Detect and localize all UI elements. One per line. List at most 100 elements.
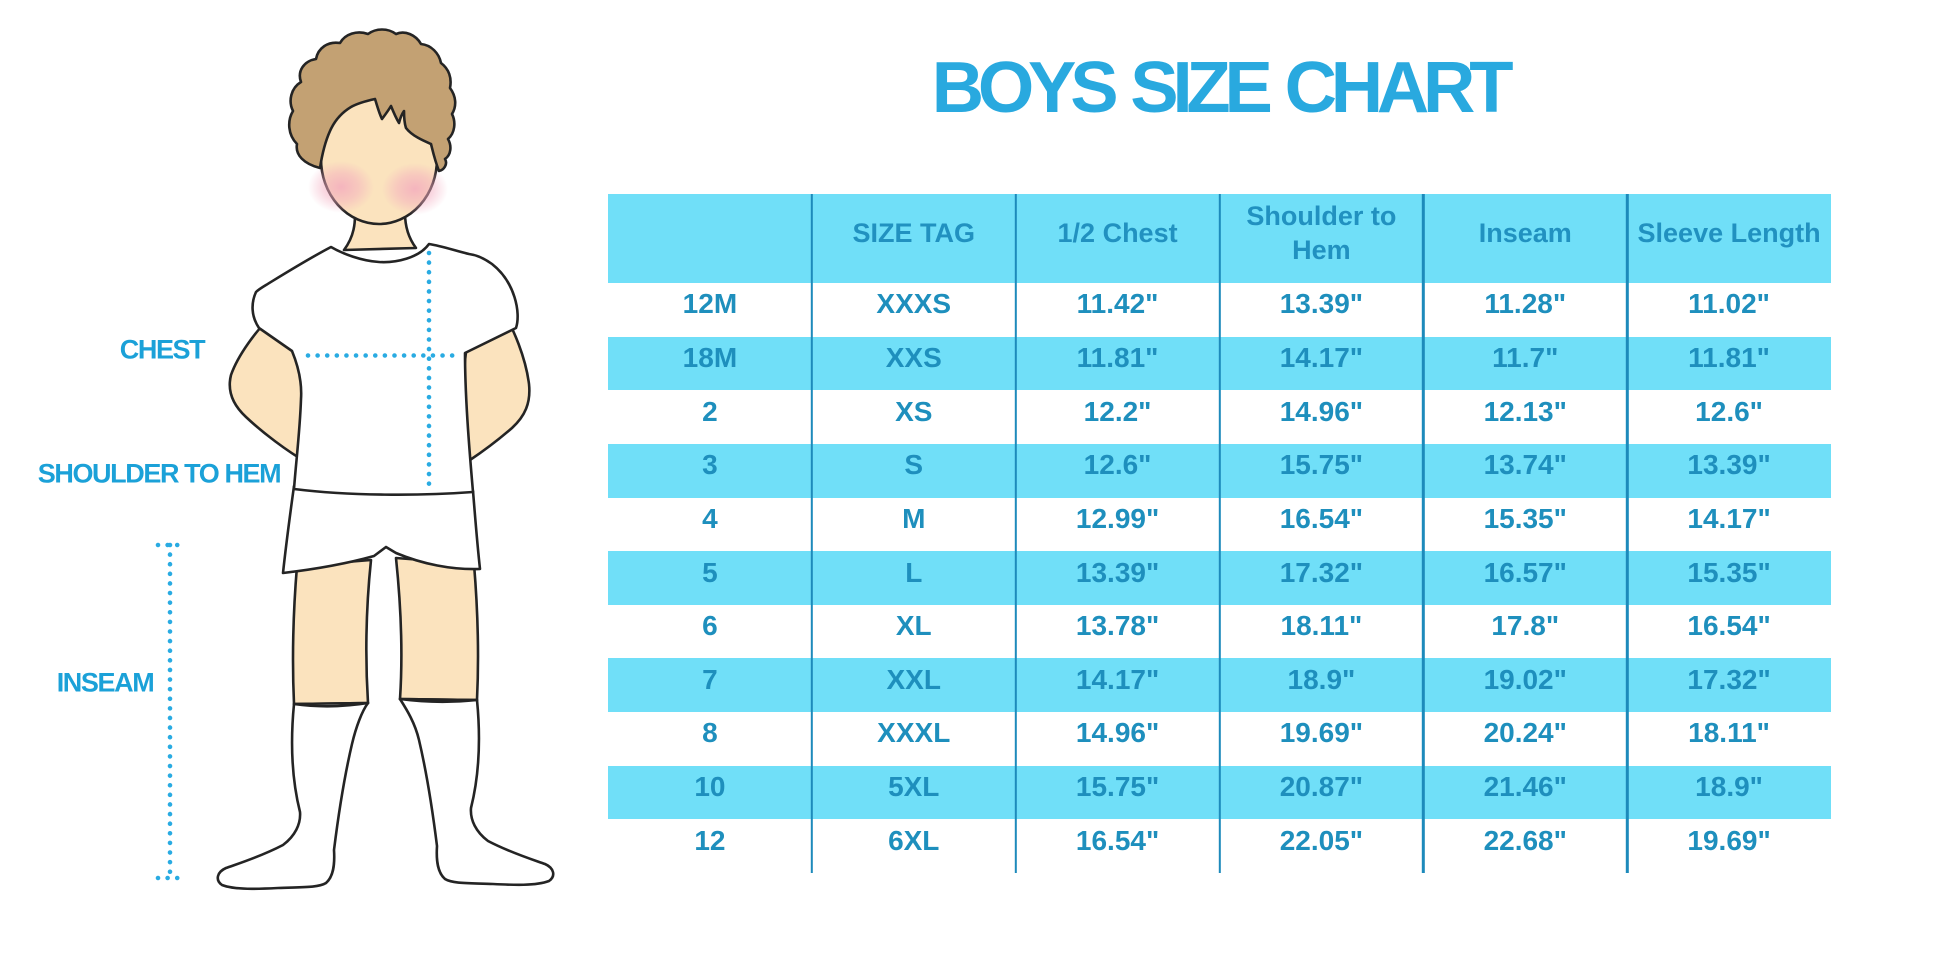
- table-cell: XL: [895, 610, 932, 642]
- chest-label: CHEST: [119, 334, 206, 365]
- table-cell: 13.74": [1483, 449, 1567, 481]
- table-cell: 6XL: [888, 824, 940, 856]
- table-cell: 15.75": [1279, 449, 1364, 481]
- table-cell: 15.35": [1483, 502, 1567, 534]
- boy-figure: [216, 28, 555, 891]
- size-chart-table: SIZE TAG 1/2 Chest Shoulder to Hem Insea…: [608, 194, 1831, 873]
- page-title: BOYS SIZE CHART: [931, 47, 1514, 128]
- table-cell: XXXS: [876, 288, 952, 320]
- table-cell: 16.54": [1687, 610, 1771, 642]
- table-cell: 7: [702, 663, 718, 695]
- inseam-label: INSEAM: [56, 667, 155, 698]
- boy-shorts: [281, 484, 482, 575]
- table-cell: 21.46": [1483, 771, 1567, 803]
- boy-socks: [216, 697, 555, 891]
- table-header-cell: Shoulder to Hem: [1246, 201, 1397, 265]
- table-cell: 22.68": [1483, 824, 1567, 856]
- table-cell: 18.11": [1280, 610, 1363, 642]
- table-cell: XXS: [885, 341, 942, 373]
- table-row: 6 XL 13.78" 18.11" 17.8" 16.54": [608, 605, 1831, 659]
- table-cell: 10: [694, 771, 726, 803]
- table-cell: 11.28": [1484, 288, 1567, 320]
- column-divider: [1625, 194, 1629, 873]
- shoulder-to-hem-label: SHOULDER TO HEM: [37, 458, 282, 489]
- column-divider: [810, 194, 814, 873]
- table-cell: 14.17": [1075, 663, 1160, 695]
- table-cell: S: [904, 449, 924, 481]
- boy-blush-left: [308, 161, 374, 213]
- table-cell: 14.17": [1687, 502, 1771, 534]
- table-cell: 6: [702, 610, 718, 642]
- table-cell: 17.32": [1279, 556, 1364, 588]
- table-cell: 19.69": [1687, 824, 1771, 856]
- table-cell: 12.99": [1075, 502, 1160, 534]
- boy-head: [287, 28, 457, 252]
- table-cell: 12.6": [1695, 395, 1763, 427]
- table-cell: 5XL: [888, 771, 940, 803]
- table-cell: M: [902, 502, 926, 534]
- table-cell: 19.02": [1483, 663, 1567, 695]
- table-cell: 12: [694, 824, 726, 856]
- table-header-cell: Inseam: [1478, 218, 1572, 248]
- table-cell: 4: [702, 502, 718, 534]
- table-cell: 12.13": [1483, 395, 1567, 427]
- table-row: 12M XXXS 11.42" 13.39" 11.28" 11.02": [608, 283, 1831, 337]
- table-cell: 3: [702, 449, 718, 481]
- table-cell: 13.39": [1075, 556, 1160, 588]
- table-cell: 16.54": [1075, 824, 1160, 856]
- table-cell: 15.35": [1687, 556, 1771, 588]
- table-cell: 12M: [682, 288, 738, 320]
- table-cell: 17.32": [1687, 663, 1771, 695]
- table-cell: 18.9": [1287, 663, 1356, 695]
- boy-legs: [291, 556, 480, 706]
- table-cell: L: [905, 556, 923, 588]
- table-cell: 11.7": [1492, 341, 1559, 373]
- table-cell: 8: [702, 717, 718, 749]
- table-cell: 14.96": [1279, 395, 1364, 427]
- table-cell: 14.96": [1075, 717, 1160, 749]
- table-cell: 12.6": [1083, 449, 1152, 481]
- boy-shirt: [251, 242, 519, 497]
- boy-blush-right: [382, 163, 448, 215]
- column-divider: [1422, 194, 1425, 873]
- column-divider: [1014, 194, 1017, 873]
- table-cell: XS: [895, 395, 933, 427]
- table-cell: 11.81": [1688, 341, 1770, 373]
- measurement-lines: [155, 250, 463, 881]
- table-row: 8 XXXL 14.96" 19.69" 20.24" 18.11": [608, 712, 1831, 766]
- table-cell: 11.81": [1076, 341, 1159, 373]
- column-divider: [1218, 194, 1221, 873]
- table-cell: 11.42": [1076, 288, 1159, 320]
- table-row: 12 6XL 16.54" 22.05" 22.68" 19.69": [608, 819, 1831, 873]
- table-cell: 22.05": [1279, 824, 1364, 856]
- table-cell: 13.78": [1075, 610, 1160, 642]
- table-header-cell: [608, 194, 812, 283]
- table-cell: 18M: [682, 341, 738, 373]
- table-header-cell: 1/2 Chest: [1057, 218, 1178, 248]
- table-cell: 11.02": [1688, 288, 1770, 320]
- table-cell: XXXL: [877, 717, 951, 749]
- table-cell: 14.17": [1279, 341, 1364, 373]
- table-cell: 13.39": [1279, 288, 1364, 320]
- table-cell: 20.24": [1483, 717, 1567, 749]
- table-cell: 18.11": [1688, 717, 1770, 749]
- table-cell: 16.57": [1483, 556, 1567, 588]
- table-cell: 16.54": [1279, 502, 1364, 534]
- table-cell: 15.75": [1075, 771, 1160, 803]
- table-row: 4 M 12.99" 16.54" 15.35" 14.17": [608, 498, 1831, 552]
- table-cell: 18.9": [1695, 771, 1763, 803]
- inseam-dotted-line: [155, 542, 189, 881]
- table-header-cell: SIZE TAG: [852, 218, 975, 248]
- table-cell: 13.39": [1687, 449, 1771, 481]
- table-header-cell: Sleeve Length: [1637, 218, 1821, 248]
- table-cell: 12.2": [1083, 395, 1152, 427]
- table-cell: 20.87": [1279, 771, 1364, 803]
- table-cell: 5: [702, 556, 718, 588]
- boy-hair: [287, 28, 457, 173]
- table-row: 2 XS 12.2" 14.96" 12.13" 12.6": [608, 390, 1831, 444]
- table-cell: 19.69": [1279, 717, 1364, 749]
- table-cell: 17.8": [1491, 610, 1560, 642]
- table-cell: 2: [702, 395, 718, 427]
